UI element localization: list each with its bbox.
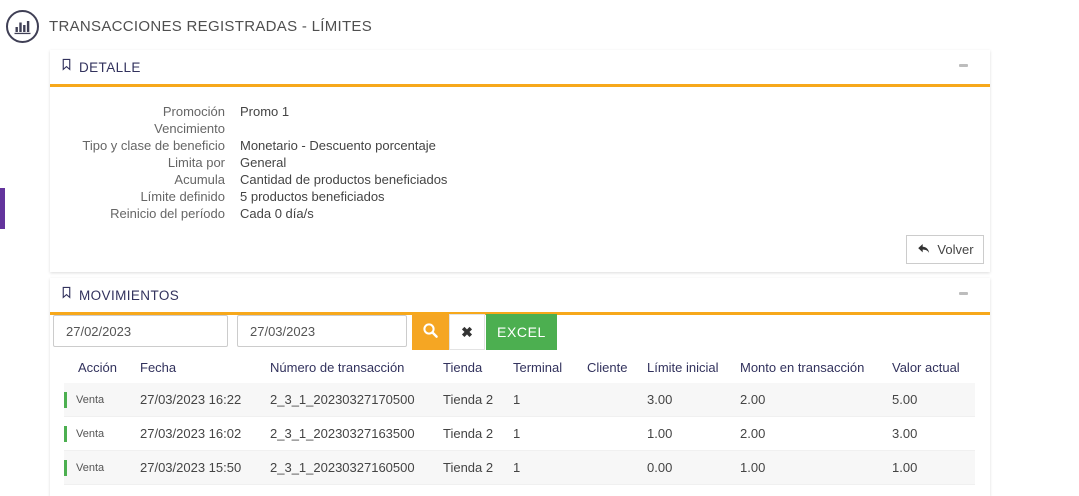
- detail-field-label: Limita por: [167, 155, 225, 170]
- detail-field-value: Cantidad de productos beneficiados: [240, 172, 448, 187]
- movements-collapse-button[interactable]: [959, 292, 968, 295]
- table-cell: [587, 417, 647, 451]
- detail-panel: DETALLE Promoción Promo 1 Vencimiento Tipo …: [50, 50, 990, 272]
- detail-field-row: Vencimiento: [50, 120, 447, 137]
- detail-panel-header: DETALLE: [50, 50, 990, 87]
- table-cell: 1.00: [647, 426, 673, 441]
- detail-field-value: 5 productos beneficiados: [240, 189, 385, 204]
- detail-fields: Promoción Promo 1 Vencimiento Tipo y clase …: [50, 103, 447, 222]
- movements-panel-header: MOVIMIENTOS: [50, 278, 990, 315]
- action-cell-content: Venta: [64, 391, 140, 408]
- table-cell: 2_3_1_20230327170500: [270, 392, 415, 407]
- table-row: Venta 27/03/2023 16:22 2_3_1_2023032717050…: [64, 383, 975, 417]
- detail-field-value: Promo 1: [240, 104, 290, 119]
- action-cell-content: Venta: [64, 425, 140, 442]
- search-icon: [422, 322, 439, 342]
- bookmark-icon: [60, 57, 73, 77]
- table-column-header: Límite inicial: [647, 360, 719, 375]
- table-column-header: Tienda: [443, 360, 483, 375]
- minus-icon: [959, 292, 968, 295]
- search-button[interactable]: [412, 314, 449, 350]
- detail-panel-title: DETALLE: [79, 59, 141, 75]
- action-status-bar: [64, 391, 67, 408]
- back-button[interactable]: Volver: [906, 235, 984, 264]
- table-cell: 2.00: [740, 426, 766, 441]
- table-column-header: Fecha: [140, 360, 177, 375]
- excel-button-label: EXCEL: [497, 324, 546, 340]
- detail-field-label: Tipo y clase de beneficio: [82, 138, 225, 153]
- table-column-header: Acción: [78, 360, 118, 375]
- table-cell: 0.00: [647, 460, 673, 475]
- detail-field-row: Reinicio del período Cada 0 día/s: [50, 205, 447, 222]
- detail-field-value: General: [240, 155, 287, 170]
- back-arrow-icon: [916, 242, 931, 258]
- detail-field-row: Acumula Cantidad de productos beneficiado…: [50, 171, 447, 188]
- action-cell: Venta: [64, 417, 140, 451]
- table-cell: 27/03/2023 16:02: [140, 426, 242, 441]
- movements-table: Acción Fecha Número de transacción Tienda Te…: [64, 352, 975, 485]
- detail-field-value: Cada 0 día/s: [240, 206, 314, 221]
- movements-panel: MOVIMIENTOS ✖ EXCEL Acción Fecha Número de…: [50, 278, 990, 496]
- table-cell: [587, 451, 647, 485]
- action-cell-content: Venta: [64, 459, 140, 476]
- minus-icon: [959, 64, 968, 67]
- action-label: Venta: [76, 461, 105, 474]
- back-button-label: Volver: [937, 242, 974, 257]
- table-cell: 27/03/2023 15:50: [140, 460, 242, 475]
- table-cell: [587, 383, 647, 417]
- movements-panel-title: MOVIMIENTOS: [79, 287, 180, 303]
- page-title: TRANSACCIONES REGISTRADAS - LÍMITES: [49, 18, 373, 35]
- sidebar-active-indicator: [0, 188, 5, 229]
- detail-field-row: Limita por General: [50, 154, 447, 171]
- detail-field-row: Límite definido 5 productos beneficiados: [50, 188, 447, 205]
- table-cell: 1: [513, 426, 521, 441]
- table-cell: 2_3_1_20230327163500: [270, 426, 415, 441]
- table-column-header: Valor actual: [892, 360, 960, 375]
- detail-field-label: Acumula: [174, 172, 225, 187]
- table-column-header: Número de transacción: [270, 360, 405, 375]
- bar-chart-icon: [6, 10, 39, 43]
- date-to-input[interactable]: [237, 315, 407, 347]
- table-row: Venta 27/03/2023 16:02 2_3_1_2023032716350…: [64, 417, 975, 451]
- detail-field-value: Monetario - Descuento porcentaje: [240, 138, 436, 153]
- action-cell: Venta: [64, 383, 140, 417]
- table-cell: 5.00: [892, 392, 918, 407]
- clear-button[interactable]: ✖: [449, 314, 485, 350]
- table-cell: 2.00: [740, 392, 766, 407]
- table-cell: 2_3_1_20230327160500: [270, 460, 415, 475]
- table-cell: 1.00: [892, 460, 918, 475]
- table-cell: 1: [513, 460, 521, 475]
- app-header: TRANSACCIONES REGISTRADAS - LÍMITES: [6, 10, 372, 43]
- detail-collapse-button[interactable]: [959, 64, 968, 67]
- detail-field-row: Tipo y clase de beneficio Monetario - Des…: [50, 137, 447, 154]
- table-cell: Tienda 2: [443, 392, 494, 407]
- table-cell: 3.00: [647, 392, 673, 407]
- action-status-bar: [64, 459, 67, 476]
- detail-field-label: Vencimiento: [154, 121, 225, 136]
- action-label: Venta: [76, 427, 105, 440]
- detail-field-row: Promoción Promo 1: [50, 103, 447, 120]
- detail-field-label: Promoción: [162, 104, 225, 119]
- action-cell: Venta: [64, 451, 140, 485]
- bookmark-icon: [60, 285, 73, 305]
- table-cell: 3.00: [892, 426, 918, 441]
- table-cell: Tienda 2: [443, 426, 494, 441]
- action-status-bar: [64, 425, 67, 442]
- action-label: Venta: [76, 393, 105, 406]
- table-cell: 1.00: [740, 460, 766, 475]
- table-column-header: Terminal: [513, 360, 563, 375]
- table-row: Venta 27/03/2023 15:50 2_3_1_2023032716050…: [64, 450, 975, 485]
- table-cell: 1: [513, 392, 521, 407]
- table-header-row: Acción Fecha Número de transacción Tienda Te…: [64, 352, 975, 383]
- table-cell: Tienda 2: [443, 460, 494, 475]
- table-column-header: Monto en transacción: [740, 360, 865, 375]
- detail-field-label: Límite definido: [140, 189, 225, 204]
- clear-x-icon: ✖: [461, 323, 473, 340]
- date-from-input[interactable]: [53, 315, 228, 347]
- detail-field-label: Reinicio del período: [110, 206, 225, 221]
- table-cell: 27/03/2023 16:22: [140, 392, 242, 407]
- excel-export-button[interactable]: EXCEL: [486, 314, 557, 350]
- table-column-header: Cliente: [587, 360, 628, 375]
- movements-table-body: Venta 27/03/2023 16:22 2_3_1_2023032717050…: [64, 383, 975, 485]
